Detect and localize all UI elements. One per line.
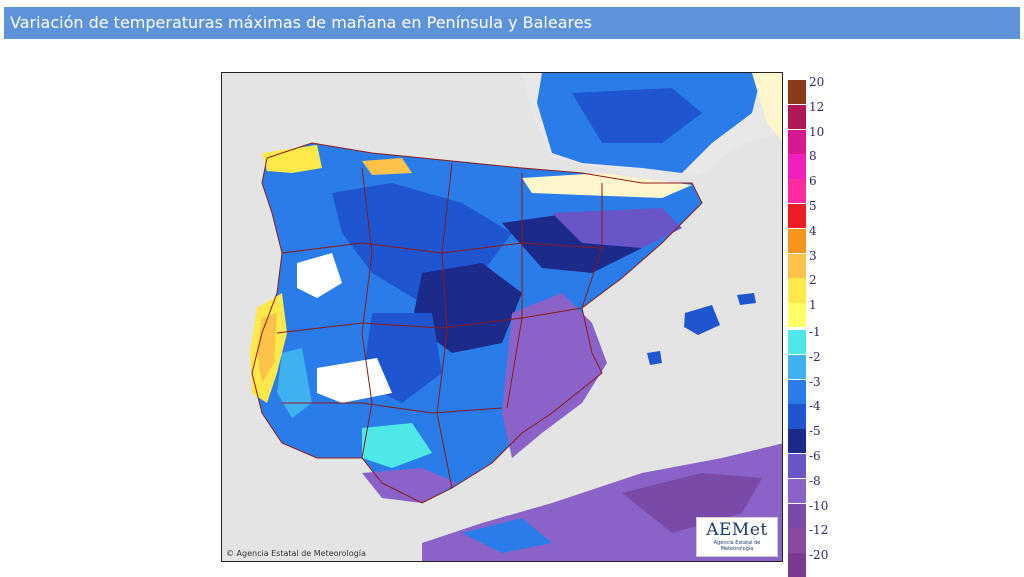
- legend-label: -10: [809, 498, 829, 513]
- legend-swatch: [788, 354, 806, 380]
- ibiza: [647, 351, 662, 365]
- southeast-purple-area: [502, 293, 607, 458]
- legend-swatch: [788, 553, 806, 577]
- legend-swatch: [788, 303, 806, 328]
- legend-label: 12: [809, 99, 825, 114]
- legend-swatch: [788, 278, 806, 303]
- legend-swatch: [788, 478, 806, 504]
- legend-label: -4: [809, 399, 821, 414]
- legend-label: 4: [809, 223, 817, 238]
- legend-label: -20: [809, 548, 829, 563]
- page-title: Variación de temperaturas máximas de mañ…: [4, 7, 1020, 39]
- legend-swatch: [788, 129, 806, 154]
- legend-swatch: [788, 503, 806, 528]
- logo-wordmark: AEMet: [706, 520, 768, 540]
- legend-swatch: [788, 154, 806, 179]
- legend-label: 10: [809, 124, 825, 139]
- legend-swatch: [788, 179, 806, 204]
- legend-label: -2: [809, 349, 821, 364]
- legend-label: 6: [809, 174, 817, 189]
- legend-swatch: [788, 379, 806, 404]
- legend-swatch: [788, 330, 806, 355]
- legend-swatch: [788, 429, 806, 454]
- legend-swatch: [788, 528, 806, 553]
- temperature-legend: 20 12 10 8 6 5 4 3 2 1 -1 -2 -3 -4 -5 -6 -8 -10 -12 -20: [788, 75, 848, 577]
- legend-label: 1: [809, 298, 817, 313]
- legend-swatch: [788, 228, 806, 254]
- legend-swatch: [788, 404, 806, 429]
- legend-label: 8: [809, 149, 817, 164]
- legend-label: -6: [809, 449, 821, 463]
- legend-label: -12: [809, 523, 829, 538]
- legend-label: 5: [809, 199, 817, 213]
- legend-label: -1: [809, 325, 821, 339]
- legend-swatch: [788, 80, 806, 105]
- legend-label: 20: [809, 75, 825, 89]
- logo-subtitle: Agencia Estatal de Meteorología: [713, 540, 761, 552]
- map-graphic: [250, 73, 782, 561]
- legend-swatch: [788, 104, 806, 130]
- region-borders: [251, 142, 703, 504]
- legend-label: 3: [809, 248, 817, 263]
- aemet-logo: AEMet Agencia Estatal de Meteorología: [696, 517, 778, 557]
- legend-swatch: [788, 253, 806, 278]
- legend-label: 2: [809, 273, 817, 288]
- menorca: [737, 293, 756, 305]
- legend-label: -5: [809, 424, 821, 439]
- map-credit: © Agencia Estatal de Meteorología: [226, 549, 366, 558]
- legend-label: -3: [809, 374, 821, 389]
- legend-swatch: [788, 204, 806, 229]
- temperature-map: © Agencia Estatal de Meteorología AEMet …: [221, 72, 783, 562]
- legend-swatch: [788, 454, 806, 479]
- legend-label: -8: [809, 473, 821, 488]
- mallorca: [684, 305, 720, 335]
